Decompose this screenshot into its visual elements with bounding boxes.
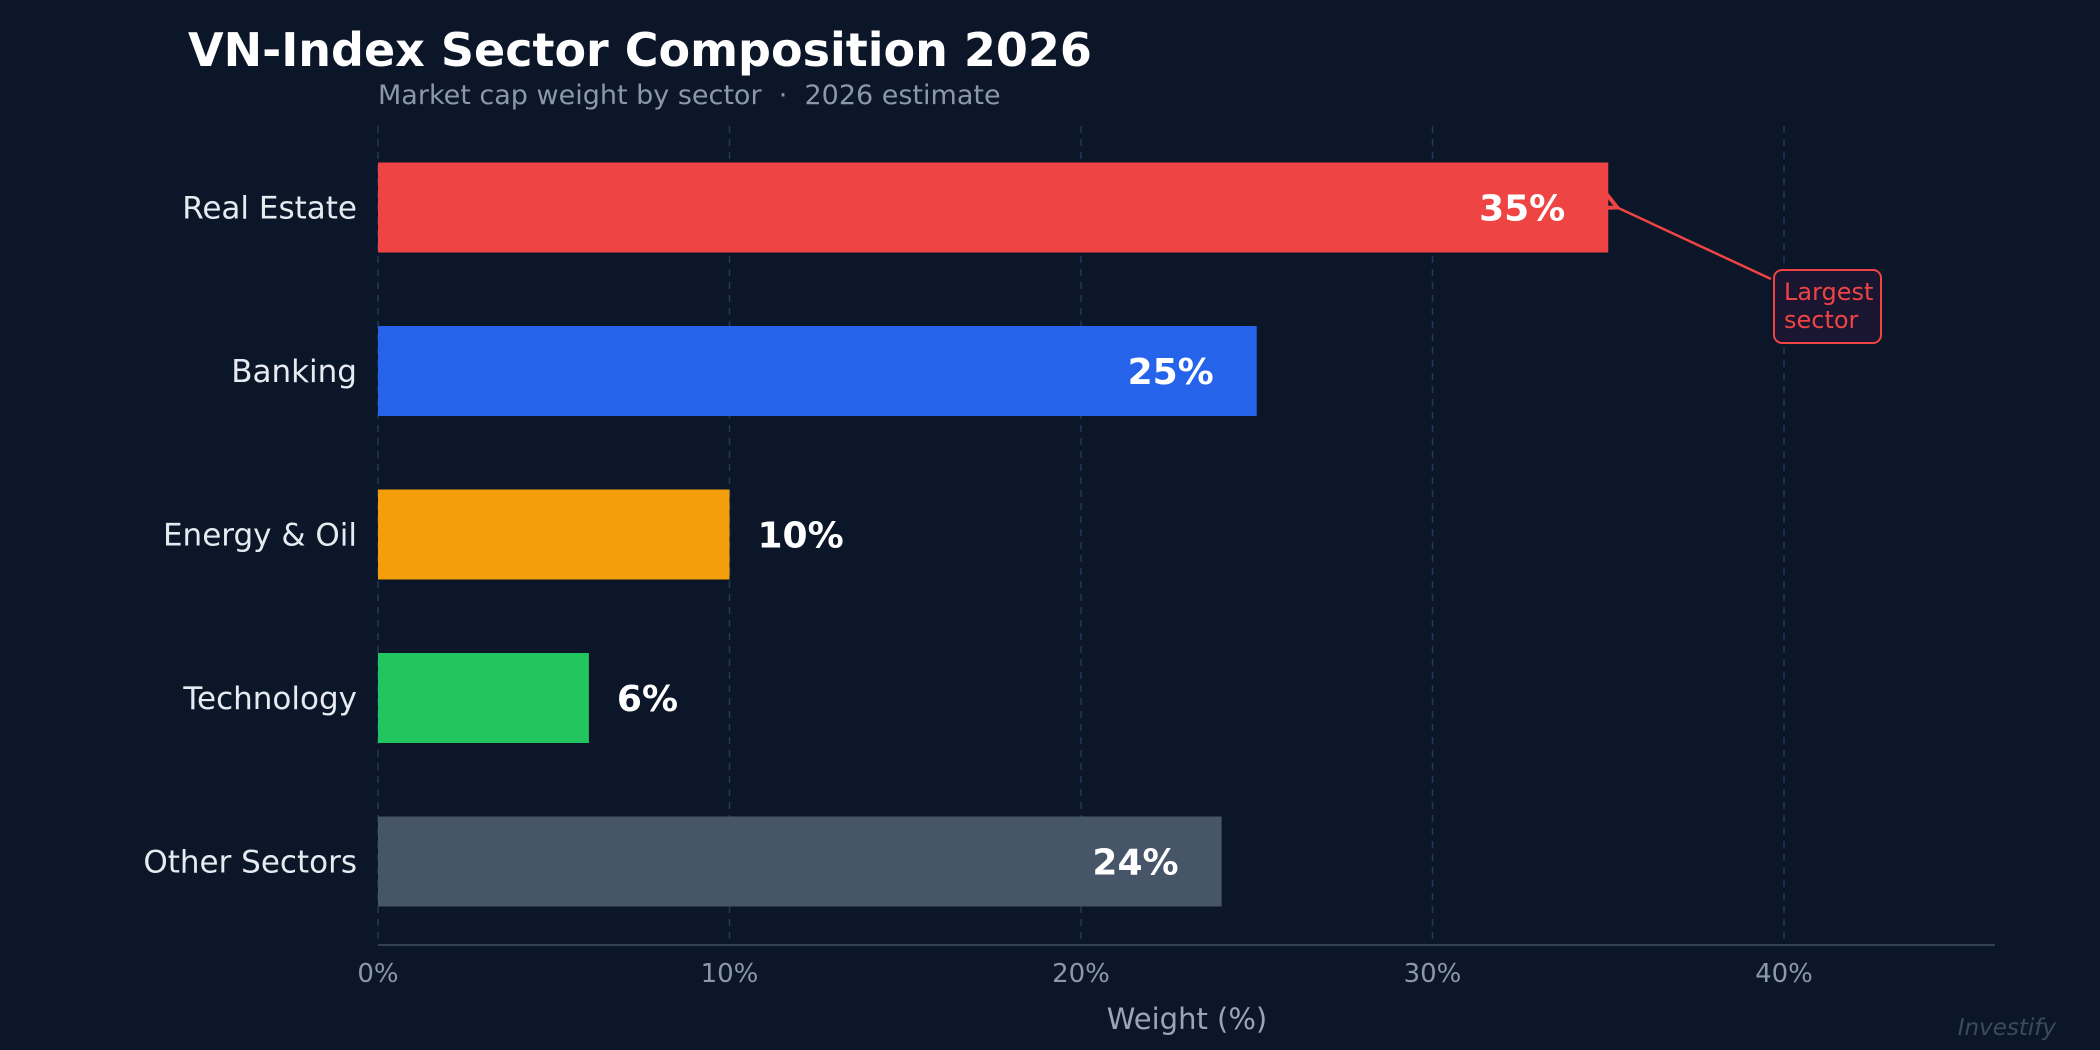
annotation-text: Largest (1784, 278, 1873, 306)
annotation-arrow (1617, 208, 1772, 281)
x-tick-label: 40% (1755, 959, 1813, 989)
x-tick-label: 30% (1404, 959, 1462, 989)
x-tick-label: 0% (357, 959, 398, 989)
bar-banking (378, 326, 1257, 416)
grid-lines (377, 126, 1785, 945)
category-label: Banking (231, 354, 357, 390)
annotation-text: sector (1784, 306, 1859, 334)
value-label: 24% (1092, 843, 1178, 884)
chart-title: VN-Index Sector Composition 2026 (188, 23, 1092, 77)
category-label: Energy & Oil (163, 518, 357, 554)
x-axis: 0% 10% 20% 30% 40% (357, 944, 1995, 989)
category-labels: Real Estate Banking Energy & Oil Technology… (143, 191, 357, 881)
watermark: Investify (1958, 1015, 2057, 1041)
x-tick-label: 20% (1052, 959, 1110, 989)
bars (378, 162, 1609, 907)
annotation-box (1773, 269, 1882, 344)
value-labels: 35% 25% 10% 6% 24% (617, 189, 1565, 884)
bar-other-sectors (378, 816, 1222, 907)
x-axis-title: Weight (%) (1107, 1002, 1267, 1036)
bar-technology (378, 653, 589, 743)
bar-real-estate (378, 162, 1609, 253)
category-label: Other Sectors (143, 845, 357, 881)
value-label: 35% (1479, 189, 1565, 230)
category-label: Technology (182, 681, 357, 717)
value-label: 25% (1128, 352, 1214, 393)
category-label: Real Estate (182, 191, 357, 227)
value-label: 10% (758, 516, 844, 557)
chart-subtitle: Market cap weight by sector · 2026 estim… (378, 80, 1001, 111)
bar-energy-oil (378, 489, 730, 580)
value-label: 6% (617, 679, 678, 720)
x-tick-label: 10% (701, 959, 759, 989)
